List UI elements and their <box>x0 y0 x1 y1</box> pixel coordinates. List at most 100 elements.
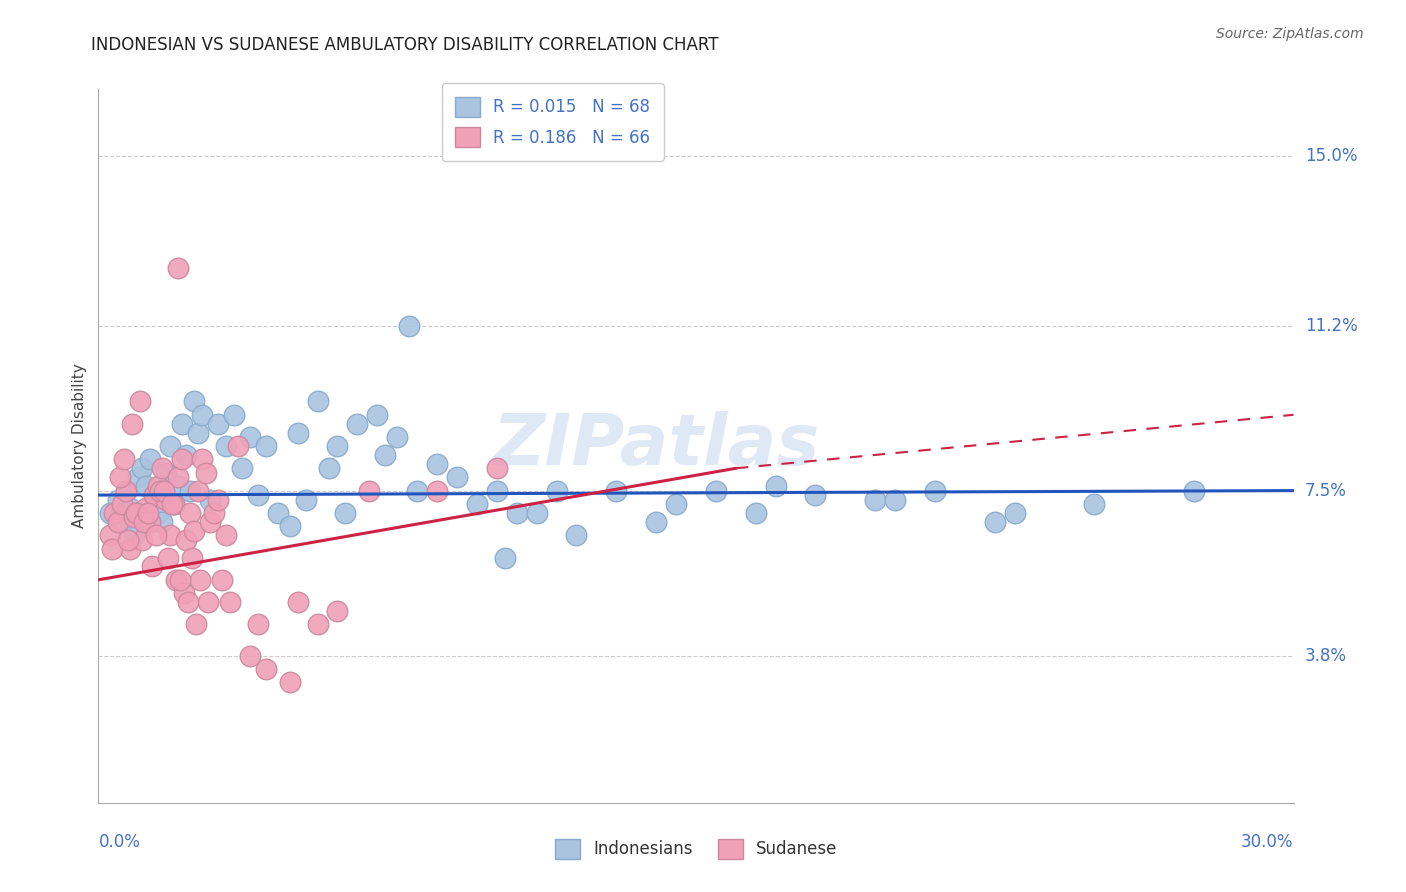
Point <box>426 483 449 498</box>
Point <box>159 439 181 453</box>
Point <box>202 506 225 520</box>
Point <box>172 417 194 431</box>
Point <box>131 533 153 547</box>
Point <box>177 595 200 609</box>
Text: ZIPatlas: ZIPatlas <box>492 411 820 481</box>
Point <box>215 439 238 453</box>
Point <box>124 510 146 524</box>
Text: 3.8%: 3.8% <box>1305 647 1347 665</box>
Point <box>485 461 508 475</box>
Point <box>335 506 357 520</box>
Point <box>254 439 277 453</box>
Point <box>198 515 221 529</box>
Point <box>134 515 156 529</box>
Point <box>446 470 468 484</box>
Point <box>318 461 340 475</box>
Point <box>167 470 190 484</box>
Point <box>172 452 194 467</box>
Point <box>143 488 166 502</box>
Point <box>191 452 214 467</box>
Point <box>141 559 163 574</box>
Point <box>121 417 143 431</box>
Point <box>197 595 219 609</box>
Point <box>160 497 183 511</box>
Point <box>884 492 907 507</box>
Text: Source: ZipAtlas.com: Source: ZipAtlas.com <box>1216 27 1364 41</box>
Point <box>278 519 301 533</box>
Point <box>239 430 262 444</box>
Point <box>704 483 727 498</box>
Point <box>181 550 204 565</box>
Point <box>307 394 329 409</box>
Point <box>110 470 132 484</box>
Point <box>167 260 190 275</box>
Point <box>924 483 946 498</box>
Point <box>111 515 134 529</box>
Point <box>145 528 167 542</box>
Point <box>307 617 329 632</box>
Point <box>385 430 409 444</box>
Point <box>246 617 269 632</box>
Point <box>294 492 316 507</box>
Point <box>398 318 420 333</box>
Point <box>129 394 152 409</box>
Point <box>506 506 529 520</box>
Text: 15.0%: 15.0% <box>1305 147 1357 165</box>
Y-axis label: Ambulatory Disability: Ambulatory Disability <box>72 364 87 528</box>
Point <box>169 573 191 587</box>
Point <box>287 595 309 609</box>
Point <box>155 492 177 507</box>
Point <box>191 408 214 422</box>
Point <box>605 483 627 498</box>
Point <box>565 528 588 542</box>
Point <box>485 483 508 498</box>
Point <box>254 662 277 676</box>
Point <box>173 586 195 600</box>
Text: 0.0%: 0.0% <box>98 833 141 851</box>
Point <box>111 497 134 511</box>
Point <box>195 466 218 480</box>
Text: 11.2%: 11.2% <box>1305 317 1357 334</box>
Point <box>1182 483 1205 498</box>
Point <box>124 528 146 542</box>
Point <box>120 541 142 556</box>
Point <box>148 506 170 520</box>
Point <box>745 506 768 520</box>
Point <box>163 497 186 511</box>
Point <box>665 497 688 511</box>
Point <box>174 448 197 462</box>
Point <box>149 483 172 498</box>
Point <box>984 515 1007 529</box>
Point <box>179 506 201 520</box>
Point <box>287 425 309 440</box>
Point <box>159 528 181 542</box>
Point <box>326 439 349 453</box>
Point <box>187 425 209 440</box>
Point <box>865 492 887 507</box>
Point <box>187 483 209 498</box>
Point <box>426 457 449 471</box>
Point <box>174 533 197 547</box>
Point <box>131 461 153 475</box>
Legend: R = 0.015   N = 68, R = 0.186   N = 66: R = 0.015 N = 68, R = 0.186 N = 66 <box>441 83 664 161</box>
Point <box>198 492 221 507</box>
Point <box>139 515 162 529</box>
Point <box>211 573 233 587</box>
Point <box>1004 506 1026 520</box>
Point <box>326 604 349 618</box>
Point <box>163 497 186 511</box>
Point <box>98 528 122 542</box>
Point <box>346 417 368 431</box>
Point <box>207 417 229 431</box>
Point <box>207 492 229 507</box>
Point <box>267 506 290 520</box>
Point <box>231 461 253 475</box>
Point <box>148 479 170 493</box>
Point <box>117 533 139 547</box>
Point <box>465 497 488 511</box>
Point <box>115 483 138 498</box>
Point <box>157 550 180 565</box>
Point <box>184 617 207 632</box>
Text: INDONESIAN VS SUDANESE AMBULATORY DISABILITY CORRELATION CHART: INDONESIAN VS SUDANESE AMBULATORY DISABI… <box>91 36 718 54</box>
Text: 30.0%: 30.0% <box>1241 833 1294 851</box>
